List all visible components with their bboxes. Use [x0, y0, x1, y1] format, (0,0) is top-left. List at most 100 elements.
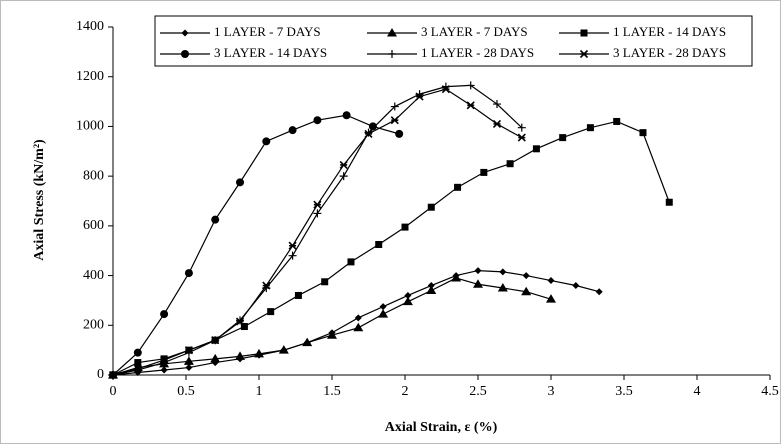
- marker: [546, 294, 556, 303]
- marker: [466, 101, 475, 110]
- marker: [532, 145, 540, 153]
- legend-label: 3 LAYER - 14 DAYS: [214, 45, 327, 60]
- marker: [368, 122, 377, 131]
- marker: [339, 160, 348, 170]
- marker: [473, 279, 483, 288]
- x-tick-label: 3: [548, 384, 555, 399]
- marker: [492, 100, 501, 109]
- marker: [288, 251, 297, 260]
- x-tick-label: 3.5: [615, 384, 633, 399]
- marker: [613, 117, 621, 125]
- marker: [415, 92, 424, 101]
- marker: [390, 102, 399, 111]
- marker: [395, 129, 404, 138]
- marker: [426, 285, 437, 294]
- y-tick-label: 200: [83, 318, 104, 333]
- marker: [388, 50, 396, 58]
- y-tick-label: 1200: [76, 69, 104, 84]
- marker: [402, 296, 413, 306]
- marker: [378, 309, 389, 318]
- marker: [236, 178, 245, 187]
- marker: [499, 268, 507, 276]
- marker: [665, 198, 673, 206]
- marker: [184, 346, 193, 355]
- marker: [302, 337, 313, 347]
- marker: [327, 330, 337, 339]
- marker: [211, 336, 220, 345]
- marker: [474, 267, 482, 275]
- marker: [160, 366, 168, 374]
- marker: [262, 281, 271, 290]
- marker: [184, 269, 193, 278]
- marker: [521, 286, 532, 296]
- marker: [160, 310, 169, 319]
- marker: [427, 203, 435, 211]
- marker: [313, 209, 322, 218]
- marker: [183, 356, 194, 365]
- marker: [579, 49, 589, 59]
- x-tick-label: 2.5: [469, 384, 487, 399]
- marker: [441, 85, 450, 94]
- x-axis-label: Axial Strain, ε (%): [385, 420, 498, 435]
- marker: [133, 364, 142, 373]
- marker: [240, 323, 248, 331]
- y-tick-label: 1000: [76, 119, 104, 134]
- marker: [181, 29, 189, 37]
- marker: [347, 258, 355, 266]
- marker: [181, 50, 189, 58]
- marker: [559, 134, 567, 142]
- y-axis-label: Axial Stress (kN/m²): [32, 139, 47, 261]
- y-tick-label: 400: [83, 268, 104, 283]
- marker: [133, 348, 142, 357]
- marker: [313, 200, 322, 209]
- marker: [375, 241, 383, 248]
- legend-box: [154, 15, 753, 67]
- marker: [387, 28, 397, 37]
- marker: [313, 116, 322, 125]
- marker: [185, 364, 193, 372]
- marker: [517, 133, 526, 142]
- x-tick-label: 4: [694, 384, 701, 399]
- x-tick-label: 4.5: [761, 384, 779, 399]
- legend-label: 3 LAYER - 7 DAYS: [421, 24, 528, 39]
- legend-label: 3 LAYER - 28 DAYS: [613, 45, 726, 60]
- marker: [211, 215, 220, 224]
- legend-label: 1 LAYER - 7 DAYS: [214, 24, 321, 39]
- marker: [401, 223, 409, 231]
- marker: [354, 314, 362, 322]
- marker: [321, 278, 329, 286]
- marker: [339, 172, 348, 181]
- x-tick-label: 0: [110, 384, 117, 399]
- marker: [288, 241, 297, 250]
- marker: [480, 168, 488, 176]
- marker: [379, 303, 387, 311]
- y-tick-label: 0: [97, 367, 104, 382]
- marker: [267, 308, 275, 316]
- marker: [288, 126, 297, 135]
- x-tick-label: 2: [402, 384, 409, 399]
- series-line: [112, 114, 400, 376]
- marker: [262, 137, 271, 146]
- marker: [506, 160, 514, 168]
- marker: [210, 353, 221, 363]
- marker: [595, 288, 603, 296]
- legend-label: 1 LAYER - 28 DAYS: [421, 45, 534, 60]
- marker: [522, 272, 530, 280]
- marker: [160, 356, 169, 365]
- marker: [404, 291, 412, 299]
- marker: [497, 283, 508, 292]
- marker: [236, 316, 245, 325]
- marker: [134, 359, 142, 367]
- marker: [451, 273, 462, 282]
- marker: [466, 81, 475, 90]
- marker: [547, 277, 555, 285]
- marker: [580, 29, 588, 37]
- marker: [492, 119, 502, 129]
- marker: [342, 111, 351, 120]
- marker: [639, 129, 647, 137]
- marker: [517, 123, 526, 132]
- x-tick-label: 1: [256, 384, 263, 399]
- marker: [235, 351, 246, 360]
